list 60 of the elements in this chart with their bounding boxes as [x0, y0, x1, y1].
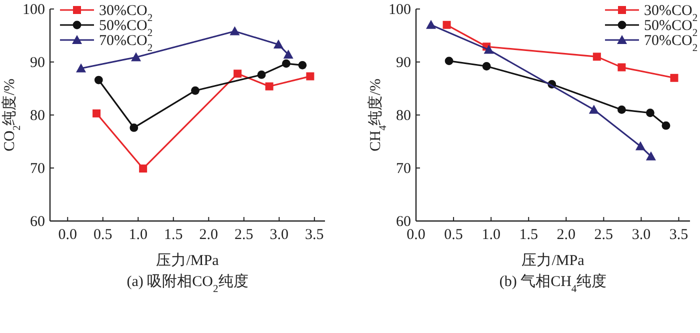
point [484, 44, 494, 54]
text: (a) 吸附相CO$_{2}$纯度 [126, 273, 248, 294]
x-tick-label: 0.0 [406, 227, 426, 243]
point [273, 40, 284, 49]
point [617, 106, 626, 114]
point [298, 60, 307, 70]
point [76, 63, 86, 72]
point [257, 70, 266, 79]
y-tick-label: 80 [30, 108, 45, 124]
point [139, 164, 148, 173]
x-tick-label: 2.5 [234, 227, 254, 243]
x-tick-label: 1.0 [482, 227, 500, 243]
point [283, 50, 294, 59]
y-tick-label: 70 [30, 161, 45, 177]
point [282, 59, 290, 68]
x-axis-title: 压力/MPa [156, 252, 220, 269]
x-tick-label: 1.5 [519, 227, 538, 243]
x-tick-label: 0.0 [58, 227, 78, 243]
text: (b) 气相CH$_{4}$纯度 [499, 273, 607, 294]
y-tick-label: 70 [396, 161, 411, 177]
y-tick-label: 80 [396, 108, 411, 124]
point [265, 82, 274, 90]
point [426, 20, 436, 29]
point [635, 141, 646, 150]
x-tick-label: 3.0 [632, 227, 651, 243]
y-tick-label: 60 [30, 214, 45, 230]
y-tick-label: 100 [388, 2, 411, 18]
y-tick-label: 90 [30, 55, 45, 71]
x-tick-label: 2.0 [556, 227, 576, 243]
x-tick-label: 2.0 [199, 227, 218, 243]
point [92, 109, 101, 118]
point [131, 52, 142, 62]
point [130, 124, 138, 132]
x-tick-label: 3.5 [305, 227, 324, 243]
x-tick-label: 3.0 [270, 227, 289, 243]
point [588, 104, 599, 114]
x-tick-label: 1.0 [128, 227, 148, 243]
y-tick-label: 90 [396, 55, 411, 71]
point [191, 86, 200, 95]
point [234, 70, 242, 78]
x-tick-label: 1.5 [164, 227, 183, 243]
point [94, 76, 103, 84]
x-tick-label: 3.5 [669, 227, 688, 243]
point [444, 56, 454, 66]
point [646, 151, 656, 160]
point [618, 63, 626, 72]
point [442, 20, 451, 29]
x-axis-title: 压力/MPa [522, 252, 585, 269]
x-tick-label: 0.5 [444, 227, 463, 243]
x-tick-label: 2.5 [594, 227, 614, 243]
y-tick-label: 60 [396, 214, 411, 230]
point [646, 108, 654, 118]
point [482, 62, 491, 70]
point [670, 74, 678, 82]
x-tick-label: 0.5 [94, 227, 112, 243]
point [230, 26, 240, 36]
y-tick-label: 100 [22, 2, 45, 18]
point [662, 121, 670, 130]
point [592, 52, 601, 61]
point [306, 72, 314, 80]
